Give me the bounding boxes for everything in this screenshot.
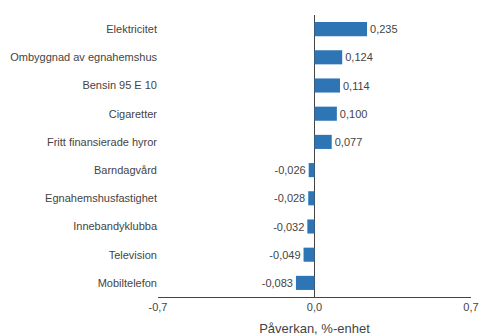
- svg-text:0,235: 0,235: [370, 23, 398, 35]
- svg-text:Egnahemshusfastighet: Egnahemshusfastighet: [45, 192, 157, 204]
- svg-text:Television: Television: [109, 249, 157, 261]
- svg-text:0,100: 0,100: [340, 108, 368, 120]
- svg-text:Ombyggnad av egnahemshus: Ombyggnad av egnahemshus: [10, 51, 157, 63]
- svg-text:0,124: 0,124: [345, 51, 373, 63]
- svg-text:Cigaretter: Cigaretter: [109, 108, 158, 120]
- svg-text:0,0: 0,0: [307, 301, 322, 313]
- svg-text:0,077: 0,077: [335, 136, 363, 148]
- svg-text:Innebandyklubba: Innebandyklubba: [73, 220, 158, 232]
- svg-text:-0,7: -0,7: [149, 301, 168, 313]
- svg-text:Fritt finansierade hyror: Fritt finansierade hyror: [47, 136, 157, 148]
- svg-text:Elektricitet: Elektricitet: [106, 23, 157, 35]
- svg-text:-0,083: -0,083: [262, 277, 293, 289]
- svg-text:Barndagvård: Barndagvård: [94, 164, 157, 176]
- svg-text:Bensin 95 E 10: Bensin 95 E 10: [82, 79, 157, 91]
- svg-text:Påverkan, %-enhet: Påverkan, %-enhet: [259, 321, 370, 336]
- svg-text:Mobiltelefon: Mobiltelefon: [98, 277, 157, 289]
- svg-text:-0,028: -0,028: [274, 192, 305, 204]
- svg-text:-0,049: -0,049: [269, 249, 300, 261]
- svg-text:0,7: 0,7: [463, 301, 478, 313]
- svg-text:0,114: 0,114: [343, 80, 370, 92]
- svg-text:-0,032: -0,032: [273, 221, 304, 233]
- svg-text:-0,026: -0,026: [274, 164, 305, 176]
